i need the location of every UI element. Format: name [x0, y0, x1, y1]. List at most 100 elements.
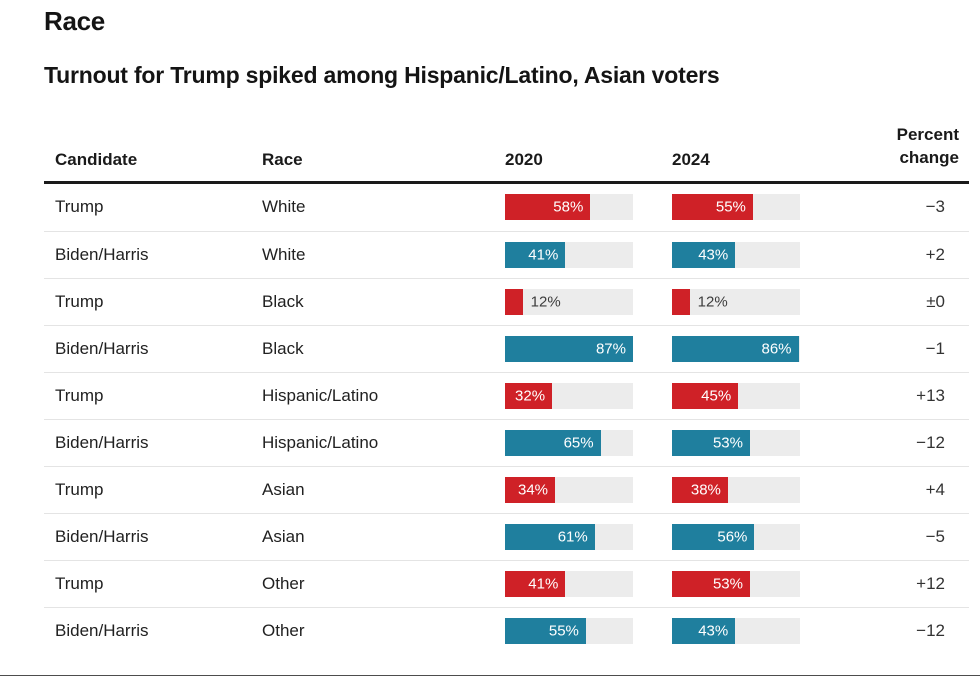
bar-fill: 86% — [672, 335, 799, 362]
header-2020: 2020 — [505, 149, 543, 169]
bar-fill: 58% — [505, 194, 591, 221]
header-candidate: Candidate — [55, 149, 138, 169]
percent-change-cell: ±0 — [926, 291, 945, 311]
bar-value-label: 41% — [528, 246, 559, 264]
bar-fill: 87% — [505, 335, 633, 362]
header-percent-change-line2: change — [899, 147, 959, 167]
bar-fill: 32% — [505, 382, 553, 409]
bar-value-label: 87% — [595, 340, 626, 358]
bar-fill: 45% — [672, 382, 739, 409]
chart-headline: Turnout for Trump spiked among Hispanic/… — [44, 62, 720, 88]
bar-value-label: 56% — [717, 528, 748, 546]
bar-track: 32% — [505, 382, 633, 409]
bar-fill: 61% — [505, 523, 595, 550]
bar-2024-cell: 86% — [672, 335, 839, 362]
bar-track: 55% — [505, 617, 633, 644]
bar-track: 41% — [505, 241, 633, 268]
bar-track: 12% — [672, 288, 800, 315]
table-row: Biden/Harris White 41% 43% +2 — [44, 230, 969, 278]
bar-fill: 12% — [505, 288, 561, 315]
race-cell: Asian — [262, 526, 305, 546]
bar-value-label: 41% — [528, 575, 559, 593]
bar-fill: 55% — [672, 194, 753, 221]
bar-2024-cell: 56% — [672, 523, 839, 550]
header-race: Race — [262, 149, 303, 169]
table-row: Trump White 58% 55% −3 — [44, 184, 969, 231]
bar-2020-cell: 34% — [505, 476, 672, 503]
bar-2020-cell: 41% — [505, 570, 672, 597]
table-row: Trump Hispanic/Latino 32% 45% +13 — [44, 371, 969, 419]
bar-2024-cell: 12% — [672, 288, 839, 315]
bar-fill: 55% — [505, 617, 586, 644]
race-cell: White — [262, 244, 306, 264]
bar-value-label: 53% — [712, 434, 743, 452]
bar-track: 38% — [672, 476, 800, 503]
candidate-cell: Trump — [55, 479, 104, 499]
candidate-cell: Trump — [55, 573, 104, 593]
bar-fill: 38% — [672, 476, 728, 503]
bar-2020-cell: 65% — [505, 429, 672, 456]
race-cell: Black — [262, 291, 304, 311]
bar-value-label: 43% — [698, 246, 729, 264]
bar-track: 45% — [672, 382, 800, 409]
bar-value-label: 34% — [517, 481, 549, 499]
bar-value-label: 65% — [563, 434, 594, 452]
candidate-cell: Trump — [55, 291, 104, 311]
table-row: Biden/Harris Asian 61% 56% −5 — [44, 512, 969, 560]
bar-value-label: 12% — [530, 293, 561, 311]
bar-value-label: 12% — [697, 293, 728, 311]
candidate-cell: Biden/Harris — [55, 244, 149, 264]
bar-track: 43% — [672, 241, 800, 268]
race-cell: Hispanic/Latino — [262, 432, 379, 452]
bar-2024-cell: 43% — [672, 241, 839, 268]
bar-track: 58% — [505, 194, 633, 221]
bar-fill: 43% — [672, 241, 736, 268]
bar-track: 34% — [505, 476, 633, 503]
race-cell: White — [262, 197, 306, 217]
header-percent-change-line1: Percent — [896, 125, 959, 144]
bar-fill: 41% — [505, 570, 566, 597]
bar-track: 43% — [672, 617, 800, 644]
race-cell: Hispanic/Latino — [262, 385, 379, 405]
bar-value-label: 38% — [690, 481, 721, 499]
bar-track: 12% — [505, 288, 633, 315]
bar-track: 87% — [505, 335, 633, 362]
bar-value-label: 45% — [701, 387, 732, 405]
bar-track: 53% — [672, 570, 800, 597]
race-cell: Asian — [262, 479, 305, 499]
bar-fill: 53% — [672, 570, 750, 597]
bar-2020-cell: 12% — [505, 288, 672, 315]
table-row: Trump Black 12% 12% ±0 — [44, 277, 969, 325]
percent-change-cell: +4 — [925, 479, 945, 499]
table-row: Biden/Harris Hispanic/Latino 65% 53% −12 — [44, 418, 969, 466]
bar-2020-cell: 32% — [505, 382, 672, 409]
header-percent-change: Percent change — [839, 124, 969, 170]
bar-2020-cell: 61% — [505, 523, 672, 550]
percent-change-cell: −5 — [925, 526, 945, 546]
bar-value-label: 55% — [715, 198, 746, 216]
bar-track: 53% — [672, 429, 800, 456]
bar-2020-cell: 41% — [505, 241, 672, 268]
table-row: Trump Other 41% 53% +12 — [44, 559, 969, 607]
bar-track: 55% — [672, 194, 800, 221]
table-row: Biden/Harris Black 87% 86% −1 — [44, 324, 969, 372]
candidate-cell: Trump — [55, 385, 104, 405]
bar-2024-cell: 53% — [672, 429, 839, 456]
bar-fill: 65% — [505, 429, 601, 456]
bar-fill: 41% — [505, 241, 566, 268]
bar-2024-cell: 45% — [672, 382, 839, 409]
bar-track: 56% — [672, 523, 800, 550]
bar-track: 41% — [505, 570, 633, 597]
race-cell: Other — [262, 620, 305, 640]
bar-value-label: 53% — [712, 575, 743, 593]
bar-value-label: 58% — [553, 198, 584, 216]
bar-2020-cell: 58% — [505, 194, 672, 221]
bar-2024-cell: 53% — [672, 570, 839, 597]
candidate-cell: Trump — [55, 197, 104, 217]
table-row: Trump Asian 34% 38% +4 — [44, 465, 969, 513]
bar-2024-cell: 43% — [672, 617, 839, 644]
percent-change-cell: −3 — [925, 197, 945, 217]
header-2024: 2024 — [672, 149, 710, 169]
race-cell: Other — [262, 573, 305, 593]
